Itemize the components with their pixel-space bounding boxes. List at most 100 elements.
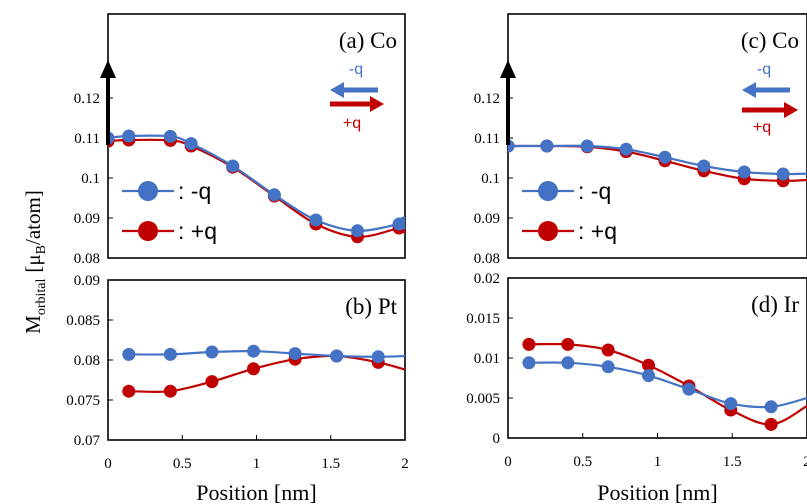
- data-point-minus-q: [540, 139, 554, 153]
- data-point-minus-q: [737, 165, 751, 179]
- legend-label: : -q: [178, 178, 211, 204]
- x-tick-label: 2: [803, 454, 807, 470]
- data-point-minus-q: [764, 400, 778, 414]
- y-tick-label: 0.08: [474, 251, 500, 267]
- y-tick-label: 0.02: [474, 271, 500, 287]
- x-axis-label: Position [nm]: [597, 480, 717, 504]
- panel-title: (a) Co: [339, 28, 397, 53]
- data-point-minus-q: [682, 382, 696, 396]
- data-point-minus-q: [309, 213, 323, 227]
- y-tick-label: 0.1: [481, 171, 500, 187]
- data-point-minus-q: [247, 344, 261, 358]
- data-point-minus-q: [267, 188, 281, 202]
- data-point-plus-q: [764, 417, 778, 431]
- panel-b-pt: 0.07 0.075 0.08 0.085 0.09 0 0.5 1 1.5 2 Position …: [66, 273, 409, 504]
- data-point-minus-q: [658, 150, 672, 164]
- legend-marker: [138, 181, 158, 201]
- legend-label: : -q: [578, 178, 611, 204]
- series-line-minus-q: [528, 361, 807, 409]
- x-tick-label: 0.5: [573, 454, 592, 470]
- data-point-minus-q: [226, 159, 240, 173]
- legend-label: : +q: [578, 218, 617, 244]
- y-tick-label: 0.08: [74, 251, 100, 267]
- legend-marker: [138, 221, 158, 241]
- data-point-plus-q: [601, 343, 615, 357]
- data-point-minus-q: [642, 369, 656, 383]
- y-tick-label: 0.01: [474, 351, 500, 367]
- data-point-minus-q: [163, 347, 177, 361]
- legend-entry-plus-q: : +q: [522, 218, 617, 244]
- data-point-minus-q: [184, 137, 198, 151]
- magnetization-arrow-a: [100, 60, 116, 145]
- data-point-minus-q: [350, 224, 364, 238]
- data-point-minus-q: [122, 129, 136, 143]
- data-point-minus-q: [122, 347, 136, 361]
- data-point-minus-q: [522, 356, 536, 370]
- y-tick-label: 0.09: [74, 211, 100, 227]
- panel-c-co: 0.08 0.09 0.1 0.11 0.12 (c) Co: -q: +q: [474, 13, 807, 267]
- plus-q-label: +q: [753, 119, 771, 136]
- data-point-minus-q: [697, 159, 711, 173]
- series-line-plus-q: [528, 342, 807, 426]
- up-arrowhead: [100, 60, 116, 78]
- legend-entry-minus-q: : -q: [122, 178, 211, 204]
- legend-marker: [538, 181, 558, 201]
- y-tick-label: 0.12: [74, 91, 100, 107]
- y-axis-label: Morbital[μB/atom]: [21, 190, 49, 334]
- data-point-plus-q: [247, 362, 261, 376]
- y-tick-label: 0.07: [74, 433, 101, 449]
- legend-entry-minus-q: : -q: [522, 178, 611, 204]
- data-point-minus-q: [163, 129, 177, 143]
- panel-title: (b) Pt: [345, 294, 397, 319]
- panel-a-co: 0.08 0.09 0.1 0.11 0.12 (a) Co : -q : +q: [74, 13, 406, 267]
- data-point-plus-q: [163, 384, 177, 398]
- data-point-minus-q: [288, 347, 302, 361]
- data-point-plus-q: [561, 337, 575, 351]
- up-arrowhead: [500, 60, 516, 78]
- data-point-minus-q: [619, 142, 633, 156]
- x-tick-label: 1.5: [321, 456, 340, 472]
- x-tick-label: 0.5: [173, 456, 192, 472]
- minus-q-label: -q: [757, 61, 771, 78]
- y-tick-label: 0.015: [466, 311, 500, 327]
- data-point-plus-q: [205, 375, 219, 389]
- y-tick-label: 0.005: [466, 391, 500, 407]
- minus-q-label: -q: [349, 61, 363, 78]
- plus-q-arrowhead: [370, 96, 384, 112]
- plus-q-arrowhead: [784, 102, 798, 118]
- data-point-minus-q: [724, 397, 738, 411]
- x-tick-label: 0: [104, 456, 112, 472]
- y-tick-label: 0.09: [74, 273, 100, 289]
- x-tick-label: 0: [504, 454, 512, 470]
- data-point-minus-q: [205, 345, 219, 359]
- q-annotation-a: -q +q: [330, 61, 384, 132]
- data-point-minus-q: [398, 216, 405, 230]
- x-tick-label: 1: [654, 454, 662, 470]
- panel-d-ir: 0 0.005 0.01 0.015 0.02 0 0.5 1 1.5 2 Position [nm…: [466, 271, 807, 504]
- x-tick-label: 2: [401, 456, 409, 472]
- data-point-minus-q: [601, 360, 615, 374]
- data-point-minus-q: [371, 350, 385, 364]
- y-tick-label: 0.08: [74, 353, 100, 369]
- x-tick-label: 1.5: [723, 454, 742, 470]
- plus-q-label: +q: [343, 115, 361, 132]
- panel-title: (d) Ir: [751, 292, 799, 317]
- y-tick-label: 0.1: [81, 171, 100, 187]
- panel-title: (c) Co: [741, 28, 799, 53]
- data-point-minus-q: [580, 139, 594, 153]
- data-point-plus-q: [522, 337, 536, 351]
- data-point-minus-q: [776, 167, 790, 181]
- legend-label: : +q: [178, 218, 217, 244]
- series-line-plus-q: [508, 144, 807, 182]
- series-line-minus-q: [108, 134, 405, 232]
- magnetization-arrow-c: [500, 60, 516, 145]
- legend-entry-plus-q: : +q: [122, 218, 217, 244]
- y-tick-label: 0: [493, 431, 501, 447]
- y-tick-label: 0.09: [474, 211, 500, 227]
- y-tick-label: 0.075: [66, 393, 100, 409]
- y-tick-label: 0.11: [74, 131, 100, 147]
- minus-q-arrowhead: [742, 82, 756, 98]
- y-tick-label: 0.085: [66, 313, 100, 329]
- x-tick-label: 1: [253, 456, 261, 472]
- q-annotation-c: -q +q: [742, 61, 798, 136]
